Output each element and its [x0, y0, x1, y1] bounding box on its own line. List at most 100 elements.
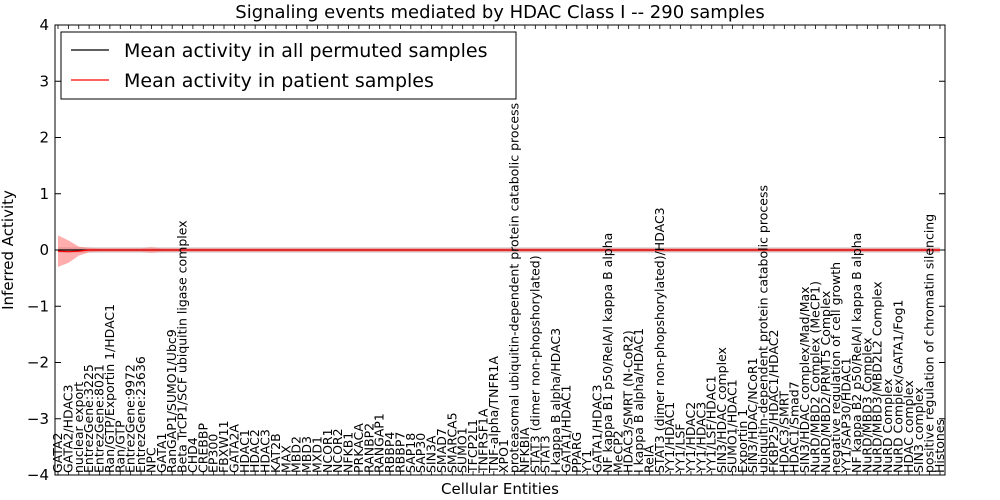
- x-tick-label: GATA2/HDAC3: [60, 385, 75, 473]
- y-tick-label: −1: [27, 297, 49, 315]
- y-tick-label: 3: [39, 72, 49, 90]
- x-tick-label: MAX: [278, 445, 293, 473]
- x-tick-label: NuRD/MBD2/PRMT5 Complex: [818, 291, 833, 473]
- x-tick-label: HDAC complex: [901, 380, 916, 473]
- x-tick-label: XPO1: [496, 439, 511, 473]
- x-tick-label: SIN3A: [424, 435, 439, 473]
- x-tick-label: TNFRSF1A: [475, 408, 490, 474]
- confidence-bands: [58, 235, 940, 267]
- series-lines: [57, 249, 940, 253]
- x-axis-label: Cellular Entities: [441, 480, 559, 498]
- x-tick-label: FKBP25/HDAC1/HDAC2: [766, 330, 781, 473]
- x-tick-label: YY1/LSF: [673, 423, 688, 474]
- x-tick-label: PPARG: [569, 432, 584, 473]
- x-tick-label: NFKBIA: [517, 427, 532, 473]
- x-tick-label: HDAC3: [258, 429, 273, 473]
- x-tick-label: GATA2A: [226, 424, 241, 473]
- x-tick-label: RBBP7: [392, 432, 407, 473]
- x-tick-label: SIN3/HDAC/NCoR1: [745, 357, 760, 473]
- x-tick-label: YY1/SAP30/HDAC1: [839, 357, 854, 474]
- x-tick-label: FBXW11: [216, 420, 231, 473]
- x-tick-label: RanGAP1/SUMO1/Ubc9: [164, 329, 179, 473]
- x-tick-label: NFKB1: [341, 432, 356, 473]
- x-tick-label: SAP18: [403, 433, 418, 473]
- x-tick-label: HDAC3/SMRT: [776, 390, 791, 473]
- x-tick-label: GATA2: [50, 433, 65, 473]
- x-tick-label: Exportin 1: [735, 409, 750, 473]
- x-tick-label: SUMO1: [455, 427, 470, 473]
- x-tick-label: proteasomal ubiquitin-dependent protein …: [507, 103, 522, 473]
- y-tick-label: 1: [39, 185, 49, 203]
- x-tick-label: YY1/HDAC2: [683, 402, 698, 474]
- legend: Mean activity in all permuted samples Me…: [60, 31, 517, 100]
- legend-box: [60, 31, 517, 100]
- x-tick-label: RANGAP1: [372, 413, 387, 473]
- x-tick-label: NuRD Complex/GATA1/Fog1: [890, 299, 905, 473]
- x-tick-label: TNF-alpha/TNFR1A: [486, 356, 501, 474]
- x-tick-label: SMAD7: [434, 428, 449, 473]
- x-tick-label: GATA1/HDAC3: [590, 385, 605, 473]
- y-tick-label: 0: [39, 241, 49, 259]
- x-tick-label: CHD4: [185, 437, 200, 473]
- y-tick-label: −4: [27, 466, 49, 484]
- x-tick-label: NPC: [143, 447, 158, 473]
- x-tick-label: NCOR2: [330, 428, 345, 473]
- x-tick-label: Histones: [932, 419, 947, 473]
- x-tick-label: YY1/HDAC3: [693, 402, 708, 474]
- x-tick-label: nuclear export: [71, 382, 86, 473]
- x-tick-label: NuRD/MBD2 Complex (MeCP1): [807, 281, 822, 473]
- x-tick-label: Beta TrCP1/SCF ubiquitin ligase complex: [175, 220, 190, 473]
- x-tick-label: EP300: [206, 434, 221, 473]
- x-tick-label: RelA: [641, 445, 656, 473]
- x-tick-label: RANBP2: [361, 423, 376, 473]
- y-tick-label: 2: [39, 129, 49, 147]
- x-tick-label: MBD2: [289, 436, 304, 473]
- x-tick-label: ubiquitin-dependent protein catabolic pr…: [756, 185, 771, 473]
- chart-title: Signaling events mediated by HDAC Class …: [235, 2, 764, 23]
- x-tick-label: EntrezGene:23636: [133, 356, 148, 473]
- y-tick-label: −3: [27, 410, 49, 428]
- x-tick-label: negative regulation of cell growth: [828, 262, 843, 473]
- x-tick-label: PRKACA: [351, 423, 366, 473]
- x-tick-label: NuRD/MBD3 Complex: [859, 337, 874, 473]
- x-tick-label: MXD1: [309, 436, 324, 473]
- y-axis-ticks: 4 3 2 1 0 −1 −2 −3 −4: [27, 16, 945, 484]
- y-tick-label: −2: [27, 354, 49, 372]
- x-tick-label: STAT3: [538, 435, 553, 473]
- x-tick-label: MBD3: [299, 436, 314, 473]
- x-tick-label: SMARCA5: [444, 412, 459, 473]
- x-tick-label: CREBBP: [195, 423, 210, 473]
- patient-mean-line: [57, 249, 940, 253]
- x-tick-label: HDAC2: [247, 429, 262, 473]
- x-tick-label: TFCP2L1: [465, 419, 480, 474]
- x-tick-label: SUMO1/HDAC1: [724, 379, 739, 473]
- x-tick-label: YY1/LSF/HDAC1: [704, 375, 719, 474]
- x-tick-label: NCOR1: [320, 428, 335, 473]
- x-tick-label: HDAC1: [237, 429, 252, 473]
- patient-band: [58, 235, 940, 267]
- x-tick-label: KAT2B: [268, 433, 283, 473]
- x-tick-label: HDAC3/SMRT (N-CoR2): [621, 330, 636, 473]
- x-tick-label: Ran/GTP/Exportin 1/HDAC1: [102, 304, 117, 473]
- x-tick-label: I kappa B alpha/HDAC3: [548, 328, 563, 473]
- x-tick-label: NF kappa B1 p50/RelA/I kappa B alpha: [600, 233, 615, 473]
- x-tick-label: SAP30: [413, 433, 428, 473]
- x-tick-label: EntrezGene:8021: [92, 364, 107, 473]
- y-axis-label: Inferred Activity: [0, 190, 17, 310]
- x-tick-label: positive regulation of chromatin silenci…: [922, 214, 937, 473]
- x-tick-label: MeCP2: [610, 430, 625, 473]
- x-tick-label: RBBP4: [382, 432, 397, 473]
- x-tick-label: EntrezGene:9972: [123, 364, 138, 473]
- x-tick-label: EntrezGene:3225: [81, 364, 96, 473]
- x-axis-ticks: [57, 25, 941, 475]
- legend-label-patient: Mean activity in patient samples: [124, 70, 434, 92]
- x-tick-label: SIN3 complex: [911, 387, 926, 473]
- x-tick-label: GATA1: [154, 433, 169, 473]
- x-tick-label: NuRD Complex: [880, 379, 895, 473]
- x-tick-label: SIN3/HDAC complex/Mad/Max: [797, 286, 812, 473]
- x-tick-label: SIN3/HDAC complex: [714, 347, 729, 473]
- plot-frame: [54, 24, 946, 476]
- x-tick-label: Ran/GTP: [112, 420, 127, 473]
